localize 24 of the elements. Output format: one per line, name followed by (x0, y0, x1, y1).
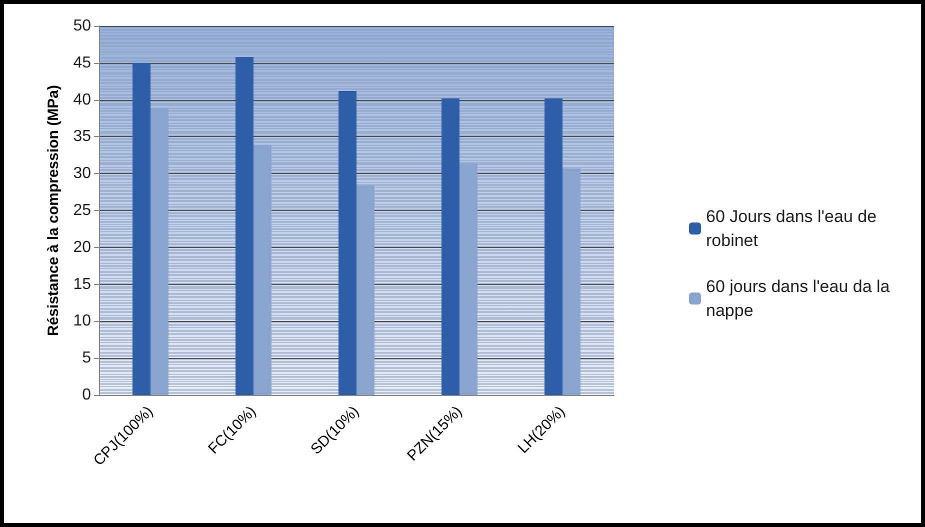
y-axis-title: Résistance à la compression (MPa) (45, 85, 62, 336)
bar (460, 163, 478, 395)
bar (442, 98, 460, 395)
y-tick-label: 50 (73, 18, 92, 34)
bar (236, 56, 254, 395)
bar (356, 185, 374, 395)
bar (150, 108, 168, 395)
y-tick-label: 25 (73, 202, 92, 219)
bar (338, 90, 356, 395)
y-tick-label: 20 (73, 238, 92, 256)
legend-label: 60 jours dans l'eau da la nappe (706, 277, 894, 320)
legend-label: 60 Jours dans l'eau de robinet (706, 207, 882, 250)
y-tick-label: 30 (73, 165, 92, 182)
y-tick-label: 15 (73, 276, 92, 293)
y-tick-label: 45 (73, 54, 92, 72)
y-tick-label: 40 (73, 91, 92, 108)
bar (254, 144, 272, 395)
bar (544, 98, 562, 395)
y-tick-label: 35 (73, 128, 92, 146)
y-tick-label: 0 (82, 386, 92, 404)
y-tick-label: 5 (82, 350, 92, 367)
y-tick-label: 10 (73, 312, 92, 330)
bar (132, 62, 150, 395)
bar (562, 168, 580, 395)
